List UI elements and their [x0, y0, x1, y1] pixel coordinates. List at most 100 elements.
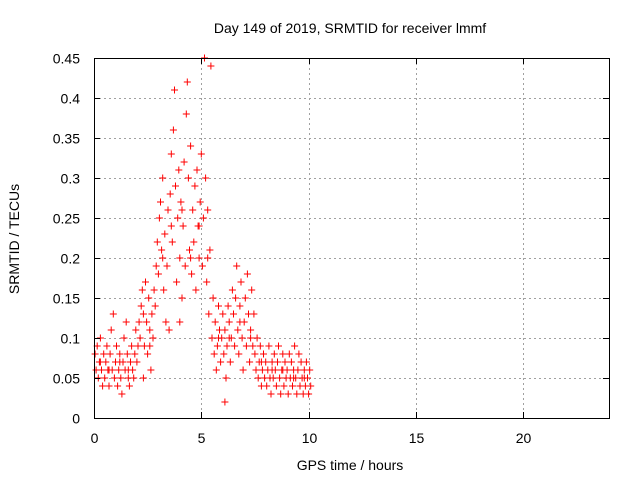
data-point	[284, 390, 292, 398]
y-tick-label: 0.05	[53, 371, 80, 387]
x-tick-labels: 0 5 10 15 20	[91, 430, 532, 446]
data-point	[135, 318, 143, 326]
data-point	[178, 294, 186, 302]
data-point	[125, 382, 133, 390]
data-point	[210, 350, 218, 358]
data-point	[238, 334, 246, 342]
data-point	[105, 382, 113, 390]
data-point	[186, 246, 193, 254]
data-point	[221, 398, 229, 406]
data-point	[163, 262, 171, 270]
data-point	[192, 286, 200, 294]
data-point	[155, 214, 163, 222]
data-point	[281, 358, 289, 366]
data-point	[204, 254, 212, 262]
data-point	[211, 318, 219, 326]
data-point	[215, 334, 222, 342]
data-point	[120, 334, 128, 342]
data-point	[280, 382, 288, 390]
data-point	[180, 158, 188, 166]
data-point	[217, 358, 225, 366]
data-point	[96, 358, 104, 366]
data-point	[171, 86, 178, 94]
y-tick-label: 0.35	[53, 131, 80, 147]
data-point	[198, 262, 206, 270]
data-point	[277, 390, 285, 398]
chart-title: Day 149 of 2019, SRMTID for receiver lmm…	[214, 20, 486, 36]
x-tick-label: 15	[409, 430, 425, 446]
data-point	[130, 374, 138, 382]
data-point	[236, 302, 244, 310]
data-point	[195, 222, 203, 230]
data-point	[274, 358, 281, 366]
data-point	[234, 326, 242, 334]
data-point	[276, 374, 284, 382]
data-point	[232, 294, 240, 302]
data-point	[205, 310, 213, 318]
data-point	[115, 366, 123, 374]
data-point	[289, 382, 296, 390]
data-point	[178, 206, 186, 214]
data-point	[146, 342, 154, 350]
y-tick-label: 0.15	[53, 291, 80, 307]
data-point	[254, 374, 262, 382]
data-point	[260, 350, 267, 358]
data-point	[172, 182, 179, 190]
data-point	[154, 270, 162, 278]
data-point	[247, 334, 255, 342]
data-point	[191, 182, 199, 190]
data-point	[269, 374, 277, 382]
data-point	[127, 358, 134, 366]
data-point	[107, 326, 115, 334]
data-point	[228, 286, 236, 294]
data-point	[176, 254, 184, 262]
data-point	[117, 374, 125, 382]
y-tick-label: 0	[72, 411, 80, 427]
data-point	[199, 214, 207, 222]
data-point	[188, 270, 196, 278]
data-point	[237, 278, 245, 286]
data-point	[197, 150, 205, 158]
data-point	[294, 366, 302, 374]
y-tick-label: 0.25	[53, 211, 80, 227]
data-point	[187, 142, 195, 150]
x-tick-label: 10	[302, 430, 318, 446]
data-point	[212, 366, 220, 374]
data-point	[263, 382, 271, 390]
data-point	[118, 390, 126, 398]
data-point	[114, 382, 122, 390]
data-point	[146, 326, 154, 334]
data-point	[202, 174, 210, 182]
data-point	[213, 342, 221, 350]
data-point	[169, 126, 177, 134]
data-point	[221, 326, 229, 334]
data-point	[122, 318, 130, 326]
data-point	[230, 310, 237, 318]
data-point	[270, 350, 278, 358]
data-point	[159, 254, 167, 262]
data-point	[251, 350, 259, 358]
data-point	[196, 198, 204, 206]
y-tick-label: 0.1	[61, 331, 81, 347]
data-point	[193, 166, 201, 174]
data-point	[177, 198, 185, 206]
data-point	[148, 310, 156, 318]
data-point	[134, 342, 142, 350]
data-point	[138, 286, 146, 294]
data-point	[275, 342, 282, 350]
data-point	[101, 374, 109, 382]
data-point	[100, 350, 108, 358]
x-tick-label: 5	[198, 430, 206, 446]
data-point	[164, 206, 172, 214]
data-point	[139, 310, 147, 318]
data-point	[267, 390, 275, 398]
grid-lines	[94, 58, 609, 418]
data-point	[295, 350, 303, 358]
data-point	[179, 222, 187, 230]
data-point	[143, 318, 151, 326]
data-point	[150, 286, 158, 294]
data-point	[133, 358, 141, 366]
data-point	[182, 110, 190, 118]
data-point	[153, 238, 161, 246]
